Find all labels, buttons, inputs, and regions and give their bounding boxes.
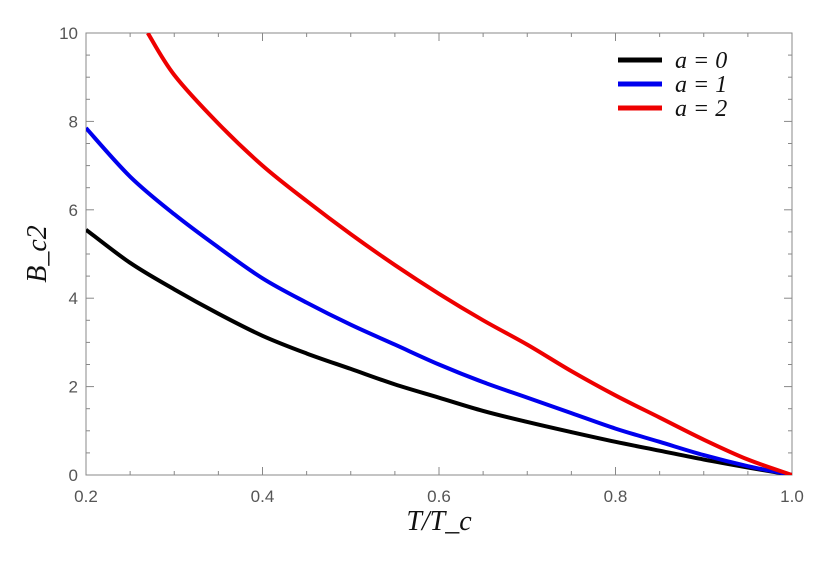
series-line-1 — [86, 126, 792, 475]
x-tick-label: 0.6 — [427, 487, 451, 506]
y-tick-label: 6 — [69, 201, 78, 220]
legend-label: a = 0 — [675, 48, 727, 74]
y-tick-label: 10 — [59, 24, 78, 43]
y-tick-label: 2 — [69, 378, 78, 397]
y-tick-label: 4 — [69, 289, 78, 308]
x-axis-label: T/T_c — [406, 506, 472, 537]
x-tick-label: 0.2 — [74, 487, 98, 506]
x-tick-label: 0.4 — [251, 487, 275, 506]
x-tick-label: 1.0 — [780, 487, 804, 506]
y-axis-label: B_c2 — [22, 225, 53, 283]
series-line-2 — [146, 33, 792, 475]
y-tick-label: 0 — [69, 466, 78, 485]
tick-labels: 0.2 0.4 0.6 0.8 1.0 0 2 4 6 8 10 — [59, 24, 804, 506]
legend-label: a = 2 — [675, 96, 727, 122]
legend: a = 0a = 1a = 2 — [618, 48, 727, 122]
y-tick-label: 8 — [69, 112, 78, 131]
x-tick-label: 0.8 — [604, 487, 628, 506]
axis-ticks — [85, 32, 793, 476]
legend-label: a = 1 — [675, 72, 727, 98]
series-lines — [86, 33, 792, 475]
series-line-0 — [86, 228, 792, 475]
